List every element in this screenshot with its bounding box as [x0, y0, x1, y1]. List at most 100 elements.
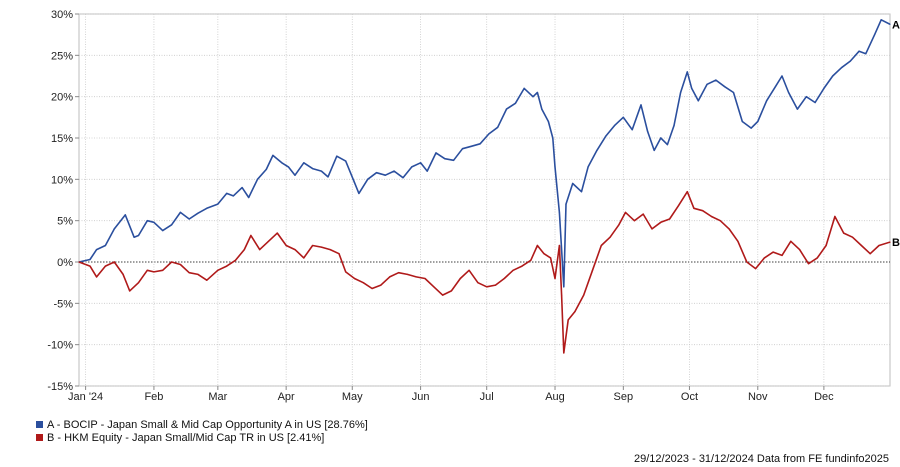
x-tick-label: Mar	[208, 391, 227, 403]
data-point-b	[558, 244, 561, 247]
data-point-b	[660, 221, 662, 223]
data-point-a	[631, 129, 633, 131]
data-point-b	[503, 277, 505, 280]
y-tick-label: -10%	[47, 340, 73, 352]
data-point-a	[541, 108, 543, 110]
data-point-a	[781, 75, 783, 77]
data-point-b	[78, 261, 80, 263]
data-point-b	[702, 210, 704, 212]
y-tick-label: -15%	[47, 381, 73, 393]
data-point-a	[197, 212, 199, 214]
data-point-a	[874, 34, 876, 36]
data-point-a	[206, 207, 208, 209]
data-point-b	[737, 240, 739, 242]
data-point-a	[124, 214, 126, 216]
data-point-b	[889, 241, 891, 243]
data-point-b	[755, 268, 757, 270]
data-point-b	[442, 294, 444, 296]
data-point-b	[362, 282, 364, 284]
data-point-b	[345, 271, 347, 273]
data-point-b	[206, 279, 208, 281]
data-point-b	[329, 249, 331, 251]
data-point-a	[137, 234, 140, 237]
legend-label-b: B - HKM Equity - Japan Small/Mid Cap TR …	[47, 431, 325, 444]
data-point-b	[250, 234, 252, 237]
data-point-b	[642, 213, 644, 215]
data-point-a	[96, 249, 98, 251]
data-point-b	[494, 284, 497, 286]
data-point-b	[618, 224, 620, 226]
data-point-a	[858, 50, 860, 52]
data-point-a	[840, 67, 843, 69]
grid-lines	[78, 13, 891, 387]
series-line-a	[78, 19, 891, 288]
data-point-a	[565, 203, 567, 205]
data-point-b	[226, 265, 228, 267]
data-point-a	[823, 87, 825, 89]
y-axis: 30% 25% 20% 15% 10% 5% 0% -5% -10% -15%	[47, 9, 79, 393]
data-point-a	[497, 126, 499, 128]
data-point-a	[523, 87, 525, 89]
data-point-a	[470, 145, 472, 147]
data-point-b	[669, 218, 671, 220]
x-tick-label: Jan '24	[68, 391, 103, 403]
data-point-a	[358, 192, 360, 194]
data-point-a	[420, 162, 422, 164]
data-point-a	[814, 101, 816, 104]
data-point-a	[312, 168, 314, 170]
data-point-a	[622, 116, 624, 118]
data-point-a	[536, 91, 539, 94]
data-point-a	[294, 174, 296, 176]
data-point-a	[547, 120, 550, 123]
data-point-a	[514, 102, 517, 104]
data-point-a	[715, 79, 717, 81]
data-point-b	[790, 240, 792, 242]
plot-border	[78, 13, 891, 387]
data-point-a	[402, 177, 404, 179]
data-point-a	[162, 230, 164, 232]
data-point-a	[865, 53, 867, 55]
data-point-b	[763, 257, 766, 259]
data-point-b	[450, 290, 452, 292]
data-point-b	[512, 269, 514, 271]
data-point-a	[444, 158, 446, 160]
data-point-b	[651, 228, 653, 230]
data-point-b	[550, 257, 552, 259]
end-label-b: B	[892, 237, 900, 249]
data-point-a	[248, 196, 250, 199]
data-point-b	[243, 249, 245, 251]
footer-source: 29/12/2023 - 31/12/2024 Data from FE fun…	[633, 453, 889, 465]
x-tick-label: Oct	[681, 391, 698, 403]
data-point-b	[398, 272, 400, 274]
data-point-b	[217, 269, 219, 271]
data-point-a	[411, 166, 413, 168]
data-point-a	[647, 130, 649, 132]
data-point-a	[660, 137, 662, 139]
legend-swatch-b	[36, 434, 43, 441]
x-axis: Jan '24 Feb Mar Apr May Jun Jul Aug Sep Oct Nov Dec	[68, 386, 834, 403]
data-point-b	[312, 244, 314, 247]
data-point-b	[686, 191, 688, 193]
data-point-b	[816, 257, 818, 259]
data-point-a	[287, 166, 289, 168]
data-point-b	[843, 232, 845, 234]
data-point-a	[605, 135, 607, 137]
data-point-b	[807, 263, 810, 265]
legend-swatch-a	[36, 421, 43, 428]
data-point-b	[122, 273, 124, 275]
x-tick-label: Apr	[278, 391, 295, 403]
data-point-a	[320, 170, 322, 172]
data-point-a	[724, 86, 726, 88]
y-tick-label: 15%	[51, 133, 73, 145]
data-point-a	[532, 96, 534, 98]
data-point-a	[880, 19, 882, 21]
data-point-b	[276, 232, 278, 234]
y-tick-label: 20%	[51, 92, 73, 104]
data-point-b	[234, 259, 237, 261]
data-point-a	[750, 127, 752, 129]
data-point-a	[353, 182, 356, 184]
data-point-a	[673, 125, 675, 127]
data-point-b	[104, 265, 106, 267]
data-point-b	[153, 271, 155, 273]
data-point-a	[479, 143, 481, 145]
